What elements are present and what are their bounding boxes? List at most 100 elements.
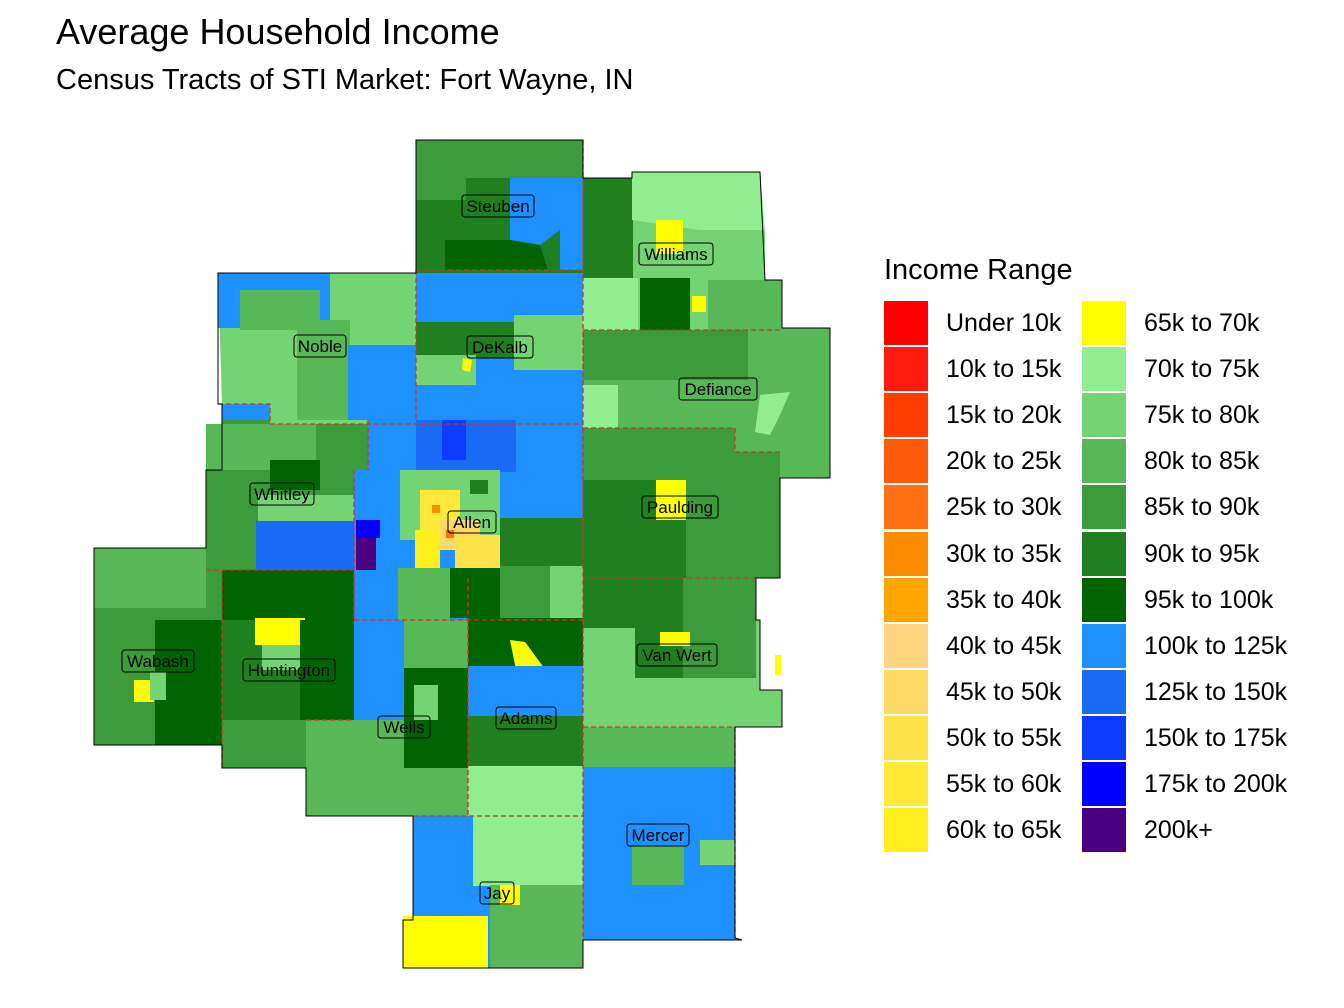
svg-text:Van Wert: Van Wert [642,646,712,665]
svg-text:Wells: Wells [383,718,424,737]
legend-swatch [884,485,928,530]
svg-text:Huntington: Huntington [248,661,330,680]
legend-swatch [1082,808,1126,853]
legend-label: 20k to 25k [946,447,1062,476]
county-label-vanwert: Van Wert [636,643,718,667]
legend-swatch [884,347,928,392]
legend-label: 90k to 95k [1144,539,1260,568]
legend-swatch [884,669,928,714]
legend-item: 100k to 125k [1082,623,1312,669]
svg-text:Jay: Jay [484,884,511,903]
legend-item: 85k to 90k [1082,484,1312,530]
county-label-wells: Wells [377,715,431,739]
legend-label: 100k to 125k [1144,631,1288,660]
svg-text:Mercer: Mercer [632,826,685,845]
legend-swatch [884,808,928,853]
legend-swatch [1082,577,1126,622]
legend-label: 200k+ [1144,816,1213,845]
legend-item: 65k to 70k [1082,300,1312,346]
legend-swatch [884,762,928,806]
legend-item: 20k to 25k [884,438,1114,484]
svg-text:Steuben: Steuben [466,197,529,216]
legend-item: 30k to 35k [884,531,1114,577]
svg-text:Whitley: Whitley [254,485,310,504]
county-label-mercer: Mercer [626,823,690,847]
legend-item: 175k to 200k [1082,761,1312,807]
legend-label: 60k to 65k [946,816,1062,845]
svg-text:Noble: Noble [298,337,342,356]
legend-label: 75k to 80k [1144,401,1260,430]
svg-text:Wabash: Wabash [127,652,189,671]
legend-item: 40k to 45k [884,623,1114,669]
legend-swatch [884,715,928,760]
legend-label: 50k to 55k [946,723,1062,752]
legend-item: 35k to 40k [884,577,1114,623]
county-label-steuben: Steuben [461,194,535,218]
county-label-jay: Jay [479,881,515,905]
legend-swatch [1082,762,1126,806]
legend-item: 200k+ [1082,807,1312,853]
legend-item: 150k to 175k [1082,715,1312,761]
legend-title: Income Range [884,254,1073,286]
county-label-noble: Noble [293,334,347,358]
legend-swatch [884,393,928,438]
legend-item: 75k to 80k [1082,392,1312,438]
legend-label: 70k to 75k [1144,355,1260,384]
county-label-paulding: Paulding [641,495,719,519]
legend-swatch [1082,439,1126,484]
legend-item: 80k to 85k [1082,438,1312,484]
legend-label: 150k to 175k [1144,723,1288,752]
legend-swatch [884,531,928,576]
legend-label: 65k to 70k [1144,309,1260,337]
county-label-allen: Allen [447,510,497,534]
legend-item: 60k to 65k [884,807,1114,853]
county-label-williams: Williams [638,242,714,266]
county-label-adams: Adams [495,706,557,730]
legend-label: 15k to 20k [946,401,1062,430]
legend-swatch [884,439,928,484]
svg-text:Defiance: Defiance [684,380,751,399]
legend-label: 30k to 35k [946,539,1062,568]
legend-label: 95k to 100k [1144,585,1274,614]
county-label-wabash: Wabash [121,649,195,673]
legend-item: 90k to 95k [1082,531,1312,577]
legend-swatch [1082,393,1126,438]
svg-text:Williams: Williams [644,245,707,264]
legend-item: Under 10k [884,300,1114,346]
legend-label: 10k to 15k [946,355,1062,384]
county-label-huntington: Huntington [242,658,336,682]
legend-item: 25k to 30k [884,484,1114,530]
choropleth-map: Steuben Williams Noble DeKalb Defiance W… [93,139,831,969]
county-label-whitley: Whitley [249,482,315,506]
legend-swatch [1082,485,1126,530]
legend-swatch [1082,531,1126,576]
legend-label: 85k to 90k [1144,493,1260,522]
legend-label: 125k to 150k [1144,677,1288,706]
legend-label: 175k to 200k [1144,770,1288,798]
svg-text:Paulding: Paulding [647,498,713,517]
legend-label: 80k to 85k [1144,447,1260,476]
county-label-defiance: Defiance [678,377,758,401]
legend-label: Under 10k [946,309,1062,337]
county-label-dekalb: DeKalb [466,335,534,359]
legend-swatch [1082,623,1126,668]
legend-label: 55k to 60k [946,770,1062,798]
legend-swatch [884,577,928,622]
legend-swatch [1082,715,1126,760]
legend-swatch [884,301,928,345]
legend-item: 50k to 55k [884,715,1114,761]
map-title: Average Household Income [56,11,500,52]
svg-text:DeKalb: DeKalb [472,338,528,357]
legend-label: 40k to 45k [946,631,1062,660]
legend-item: 95k to 100k [1082,577,1312,623]
legend-item: 125k to 150k [1082,669,1312,715]
legend-swatch [1082,669,1126,714]
legend-item: 70k to 75k [1082,346,1312,392]
legend-label: 25k to 30k [946,493,1062,522]
legend-item: 45k to 50k [884,669,1114,715]
legend-swatch [1082,301,1126,345]
legend-label: 45k to 50k [946,677,1062,706]
legend-label: 35k to 40k [946,585,1062,614]
svg-text:Allen: Allen [453,513,491,532]
map-subtitle: Census Tracts of STI Market: Fort Wayne,… [56,64,634,96]
